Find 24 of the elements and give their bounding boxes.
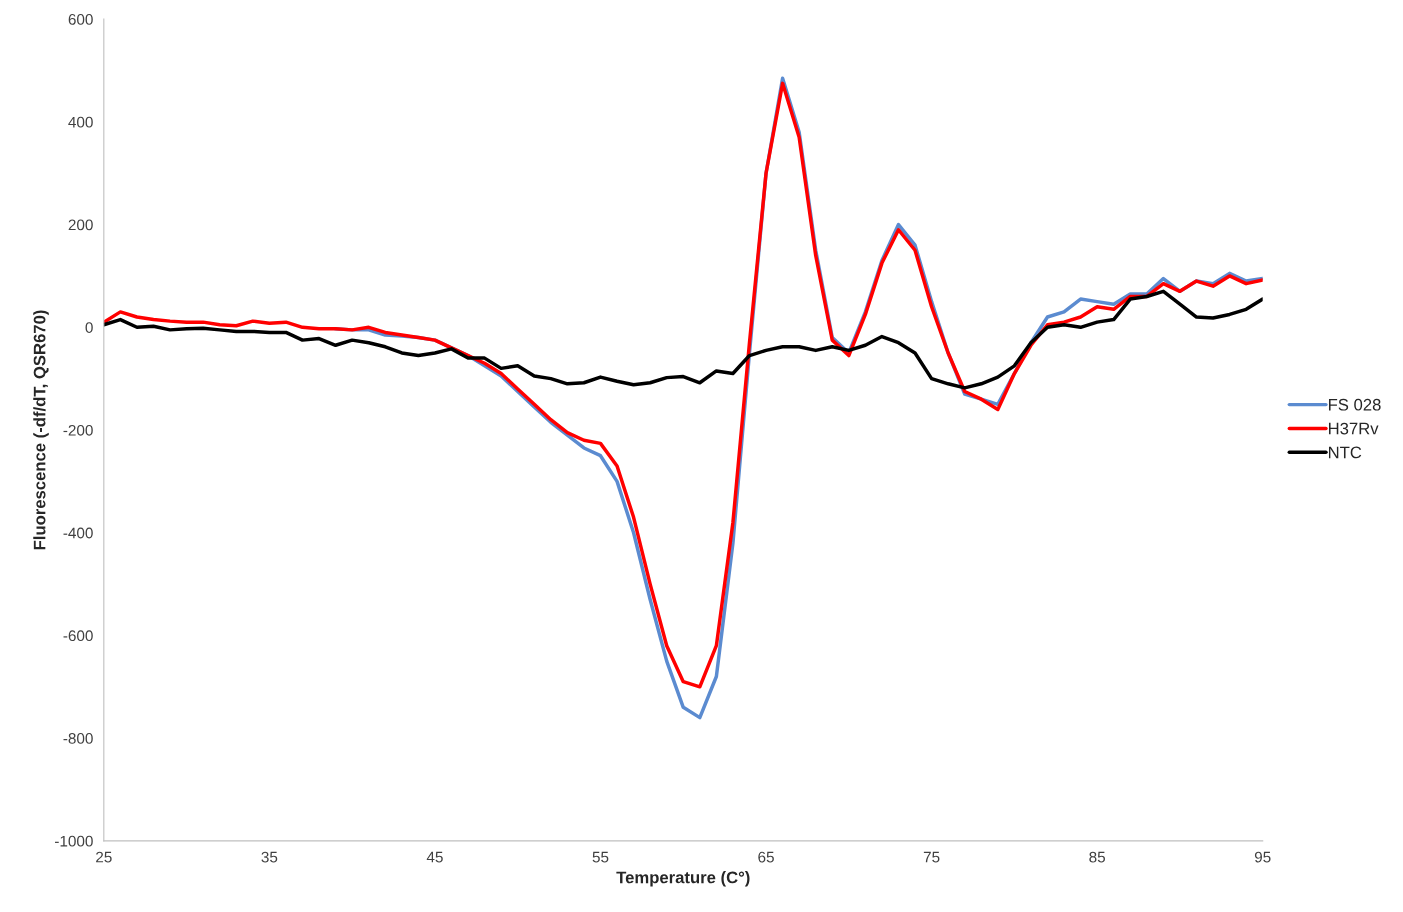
x-tick-label: 45 [426,851,443,863]
y-tick-label: -1000 [55,835,93,847]
legend-label: FS 028 [1328,398,1381,411]
y-tick-label: 200 [68,219,93,231]
x-tick-label: 85 [1089,851,1105,863]
x-tick-label: 75 [923,851,940,863]
y-tick-label: -800 [63,733,93,744]
y-tick-label: -200 [63,424,93,436]
line-series [103,289,1263,390]
x-axis-title: Temperature (C°) [616,871,750,887]
x-tick-label: 65 [758,851,774,863]
legend-label: H37Rv [1328,422,1379,435]
y-tick-label: -600 [63,630,93,642]
line-series [103,81,1263,689]
y-tick-label: 0 [85,322,93,333]
y-tick-label: -400 [63,527,93,539]
x-tick-label: 25 [96,851,112,863]
legend-label: NTC [1328,446,1362,459]
x-tick-label: 35 [261,851,278,863]
x-tick-label: 55 [592,851,609,863]
y-tick-label: 600 [68,14,93,25]
y-tick-label: 400 [68,116,93,128]
y-axis-title: Fluorescence (-df/dT, QSR670) [33,310,49,550]
x-tick-label: 95 [1254,851,1271,863]
